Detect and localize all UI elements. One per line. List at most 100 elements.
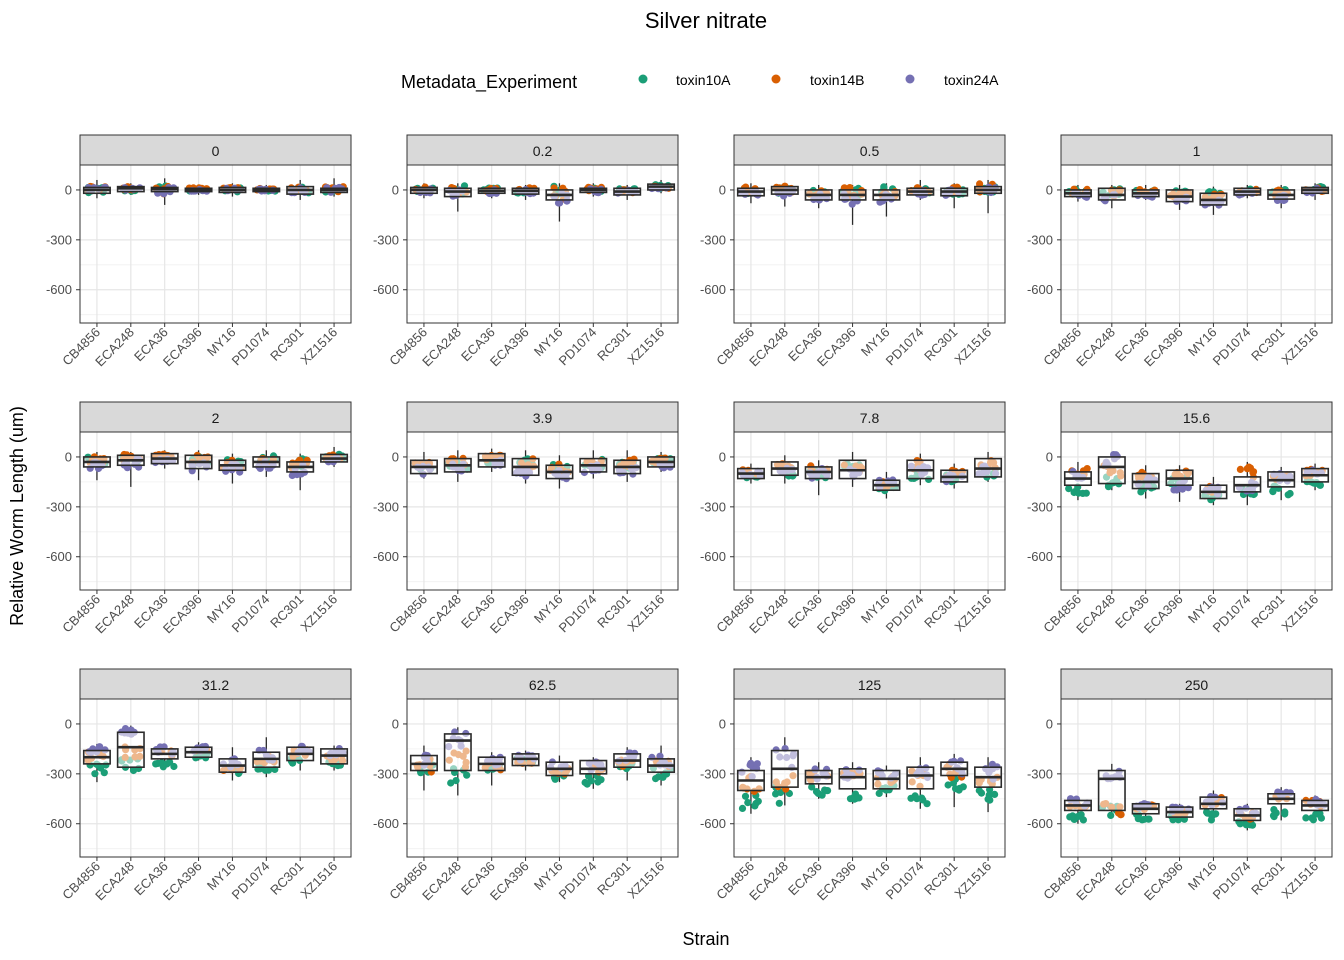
y-tick-label: -600 (373, 816, 399, 831)
data-point (1308, 814, 1316, 822)
x-tick-label: PD1074 (1210, 592, 1254, 636)
data-point (949, 779, 958, 787)
data-point (163, 760, 171, 768)
legend: Metadata_Experiment toxin10A toxin14B to… (401, 72, 999, 93)
panel-border (79, 431, 352, 591)
data-point (1249, 468, 1258, 476)
panel-background (1061, 432, 1332, 590)
x-tick-label: XZ1516 (1278, 592, 1321, 635)
y-tick-label: -300 (373, 766, 399, 781)
data-point (1178, 485, 1187, 493)
y-tick-label: 0 (1046, 182, 1053, 197)
y-tick-label: 0 (719, 716, 726, 731)
data-point (1208, 810, 1216, 818)
y-tick-label: -300 (46, 499, 72, 514)
x-tick-label: PD1074 (229, 592, 273, 636)
y-tick-label: -600 (46, 549, 72, 564)
facet-strip (406, 668, 679, 700)
y-axis-title: Relative Worm Length (um) (7, 406, 27, 626)
y-tick-label: -600 (700, 549, 726, 564)
x-tick-label: XZ1516 (624, 592, 667, 635)
legend-key-toxin10A (638, 74, 648, 84)
x-tick-label: PD1074 (229, 325, 273, 369)
x-tick-label: PD1074 (883, 859, 927, 903)
chart-title: Silver nitrate (645, 8, 767, 33)
y-tick-label: 0 (719, 449, 726, 464)
data-point (452, 777, 460, 785)
panel-border (79, 164, 352, 324)
panel-background (407, 699, 678, 857)
data-point (741, 792, 750, 800)
data-point (1079, 489, 1087, 497)
panel-border (406, 164, 679, 324)
facet-label: 250 (1185, 677, 1209, 693)
y-tick-label: -600 (46, 282, 72, 297)
data-point (1083, 465, 1091, 473)
data-point (746, 761, 754, 769)
data-point (753, 760, 761, 768)
facet-strip (1060, 668, 1333, 700)
data-point (1302, 814, 1310, 822)
facet-label: 7.8 (860, 410, 880, 426)
x-tick-label: XZ1516 (297, 859, 340, 902)
y-tick-label: -300 (1027, 232, 1053, 247)
panel-border (1060, 164, 1333, 324)
data-point (923, 800, 931, 808)
data-point (1069, 812, 1077, 820)
facet-label: 0 (212, 143, 220, 159)
facet-label: 0.5 (860, 143, 880, 159)
data-point (1281, 808, 1289, 816)
data-point (1107, 811, 1115, 820)
data-point (261, 766, 269, 774)
panel-border (733, 431, 1006, 591)
data-point (846, 795, 855, 803)
data-point (594, 778, 602, 786)
facet-strip (733, 668, 1006, 700)
x-tick-label: XZ1516 (951, 859, 994, 902)
data-point (880, 183, 888, 191)
box (838, 768, 867, 790)
y-tick-label: -600 (373, 282, 399, 297)
data-point (1137, 488, 1145, 496)
legend-entry-toxin10A: toxin10A (638, 72, 731, 88)
x-tick-label: PD1074 (883, 592, 927, 636)
facet-label: 31.2 (202, 677, 229, 693)
x-tick-label: XZ1516 (951, 592, 994, 635)
data-point (985, 791, 993, 799)
facet-strip (406, 401, 679, 433)
facet-label: 0.2 (533, 143, 553, 159)
panel-border (406, 698, 679, 858)
y-tick-label: -600 (1027, 816, 1053, 831)
facet-label: 3.9 (533, 410, 553, 426)
data-point (744, 799, 752, 807)
data-point (808, 783, 816, 791)
x-tick-label: PD1074 (1210, 325, 1254, 369)
x-tick-label: PD1074 (556, 592, 600, 636)
data-point (988, 760, 997, 768)
y-tick-label: -600 (373, 549, 399, 564)
box (579, 759, 608, 775)
facet-label: 62.5 (529, 677, 556, 693)
y-tick-label: -300 (46, 232, 72, 247)
y-tick-label: -300 (46, 766, 72, 781)
y-tick-label: 0 (65, 716, 72, 731)
data-point (587, 777, 595, 785)
y-tick-label: 0 (392, 182, 399, 197)
data-point (1317, 814, 1325, 822)
box (906, 766, 935, 790)
x-tick-label: XZ1516 (624, 859, 667, 902)
panel-border (79, 698, 352, 858)
data-point (944, 781, 952, 789)
data-point (775, 799, 783, 807)
facet-label: 1 (1193, 143, 1201, 159)
panel-background (734, 432, 1005, 590)
data-point (288, 471, 296, 480)
box (116, 731, 145, 768)
